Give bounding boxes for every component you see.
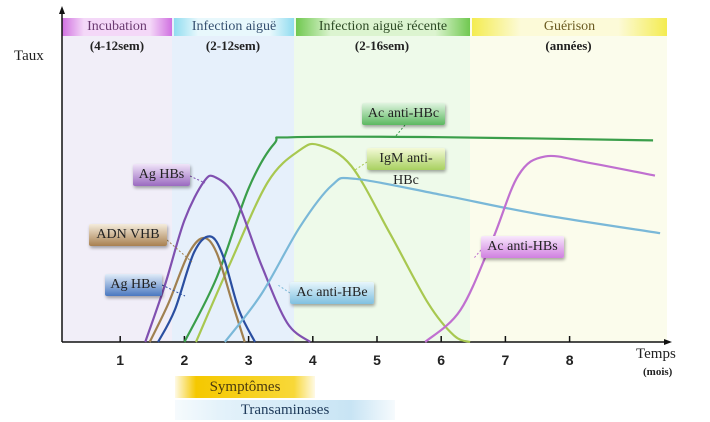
leader-igm-anti-hbc [354, 161, 368, 171]
duration-infection-aigue: (2-12sem) [205, 38, 261, 53]
x-tick-label: 8 [565, 352, 574, 368]
y-axis-arrow [59, 6, 65, 14]
phase-infection-aigue: Infection aiguë [174, 18, 294, 36]
curve-ac-anti-hbe [223, 176, 661, 343]
symptomes-bar: Symptômes [175, 376, 315, 398]
duration-infection-recente: (2-16sem) [354, 38, 410, 53]
label-ac-anti-hbe: Ac anti-HBe [290, 282, 374, 304]
x-axis-label: Temps [636, 346, 676, 362]
x-tick-label: 2 [180, 352, 189, 368]
leader-ag-hbs [189, 175, 206, 184]
leader-ac-anti-hbc [394, 124, 406, 138]
transaminases-bar: Transaminases [175, 400, 395, 420]
curve-ac-anti-hbs [424, 154, 656, 343]
duration-guerison: (années) [545, 38, 592, 53]
label-adn-vhb: ADN VHB [89, 224, 167, 246]
label-ac-anti-hbc: Ac anti-HBc [362, 103, 445, 125]
curve-ag-hbs [144, 174, 311, 343]
leader-adn-vhb [166, 239, 193, 263]
phase-incubation: Incubation [62, 18, 172, 36]
label-ag-hbe: Ag HBe [105, 274, 162, 296]
x-tick-label: 5 [373, 352, 381, 368]
curve-ac-anti-hbc [183, 135, 654, 343]
curve-ag-hbe [157, 235, 257, 343]
leader-ac-anti-hbe [277, 284, 291, 294]
x-axis-unit: (mois) [643, 366, 673, 378]
x-tick-label: 3 [244, 352, 253, 368]
x-tick-label: 7 [501, 352, 510, 368]
band-guerison [470, 18, 667, 342]
label-igm-anti-hbc: IgM anti-HBc [367, 148, 445, 188]
y-axis-label: Taux [14, 48, 44, 64]
x-axis-arrow [664, 339, 672, 345]
x-tick-label: 4 [308, 352, 317, 368]
x-tick-label: 1 [116, 352, 125, 368]
phase-infection-recente: Infection aiguë récente [296, 18, 470, 36]
phase-guerison: Guérison [472, 18, 667, 36]
duration-incubation: (4-12sem) [89, 38, 145, 53]
label-ag-hbs: Ag HBs [133, 164, 190, 186]
leader-ag-hbe [161, 284, 186, 297]
x-tick-label: 6 [437, 352, 446, 368]
leader-ac-anti-hbs [473, 249, 482, 259]
label-ac-anti-hbs: Ac anti-HBs [481, 236, 564, 258]
curve-igm-anti-hbc [194, 142, 471, 344]
